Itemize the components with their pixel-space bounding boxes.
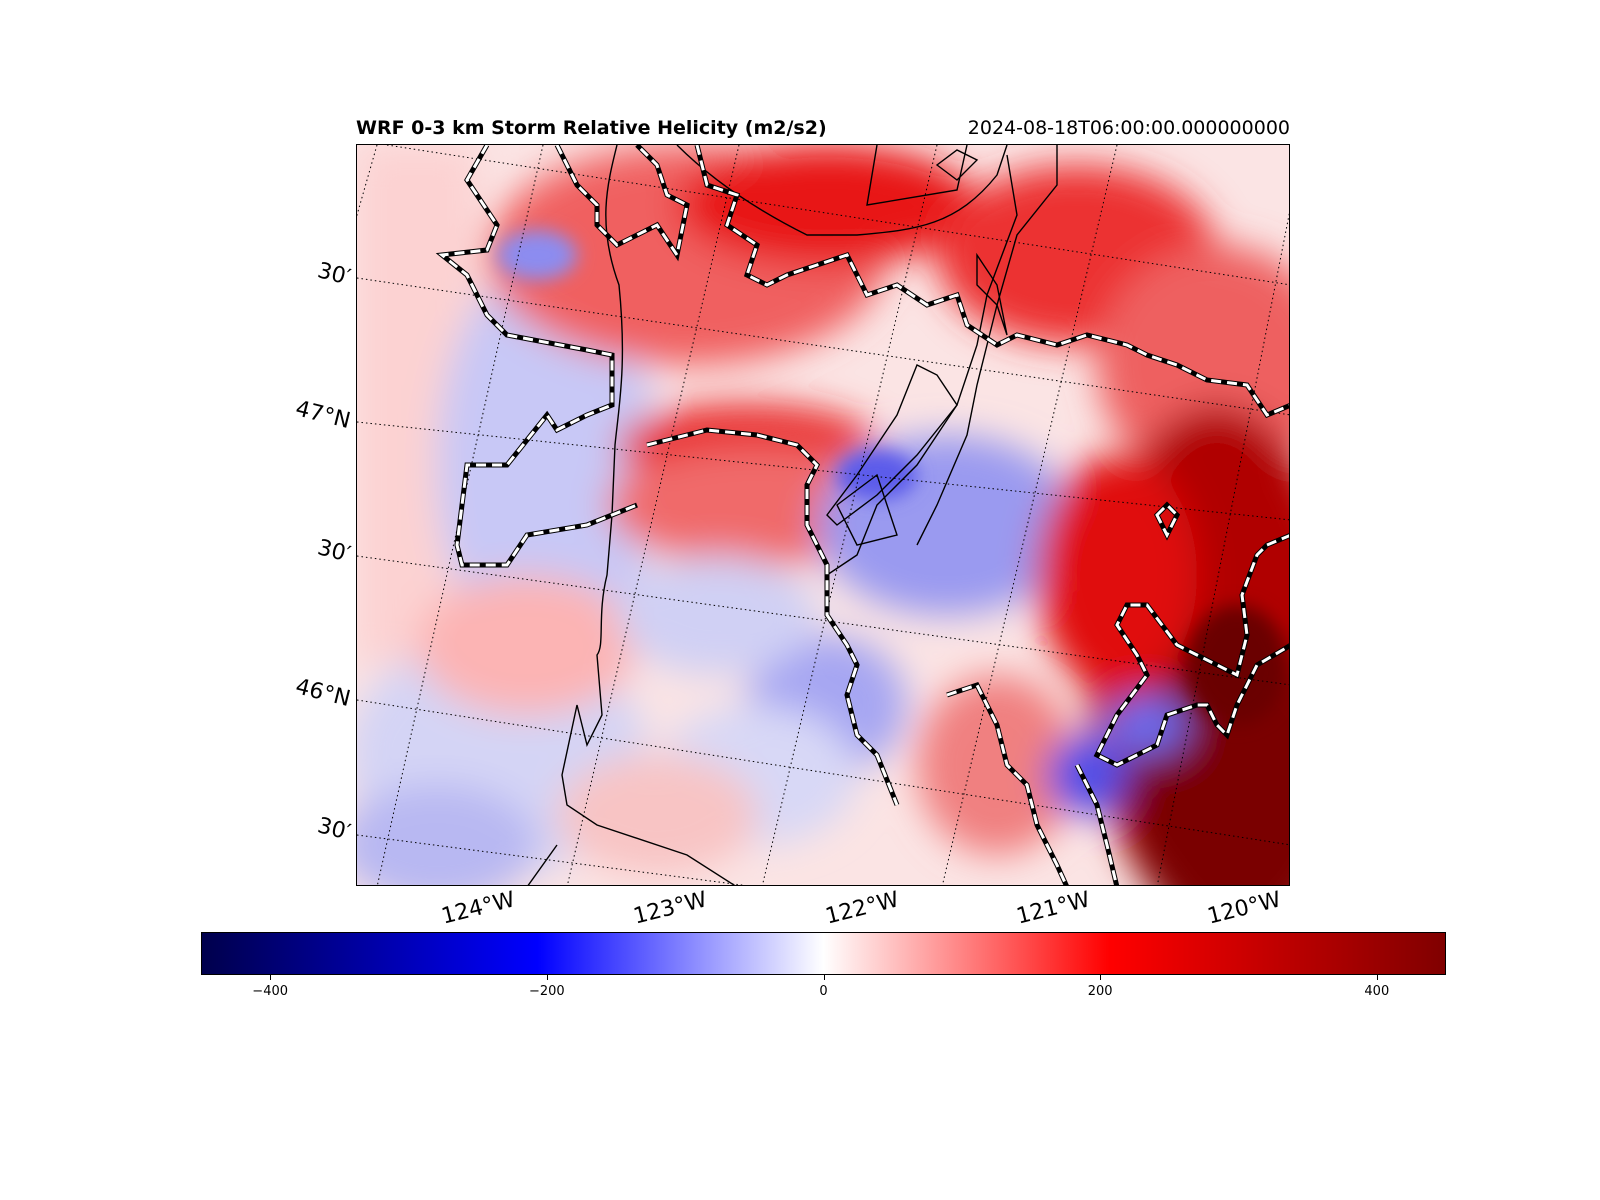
lat-label: 30′	[314, 258, 354, 291]
terrain-contours	[527, 145, 1058, 885]
helicity-field	[357, 145, 1289, 885]
map-title: WRF 0-3 km Storm Relative Helicity (m2/s…	[356, 117, 827, 139]
lat-label: 30′	[314, 535, 354, 568]
colorbar	[201, 932, 1446, 975]
helicity-map	[356, 144, 1290, 886]
valid-time: 2024-08-18T06:00:00.000000000	[967, 117, 1290, 139]
lon-label: 122°W	[822, 887, 902, 930]
colorbar-tick	[270, 975, 272, 980]
zero-contour	[435, 145, 1289, 885]
colorbar-tick-label: −400	[252, 984, 289, 999]
colorbar-tick-label: 0	[819, 984, 828, 999]
lon-label: 120°W	[1204, 887, 1284, 930]
colorbar-tick-label: 400	[1364, 984, 1390, 999]
colorbar-tick	[1376, 975, 1378, 980]
lon-label: 123°W	[630, 887, 710, 930]
graticule	[357, 145, 1289, 885]
colorbar-tick	[546, 975, 548, 980]
colorbar-tick-label: −200	[528, 984, 565, 999]
lat-label: 47°N	[292, 396, 353, 435]
lat-label: 46°N	[292, 674, 353, 713]
colorbar-tick	[823, 975, 825, 980]
colorbar-tick	[1100, 975, 1102, 980]
lat-label: 30′	[314, 813, 354, 846]
lon-label: 124°W	[438, 887, 518, 930]
colorbar-tick-label: 200	[1087, 984, 1113, 999]
lon-label: 121°W	[1013, 887, 1093, 930]
